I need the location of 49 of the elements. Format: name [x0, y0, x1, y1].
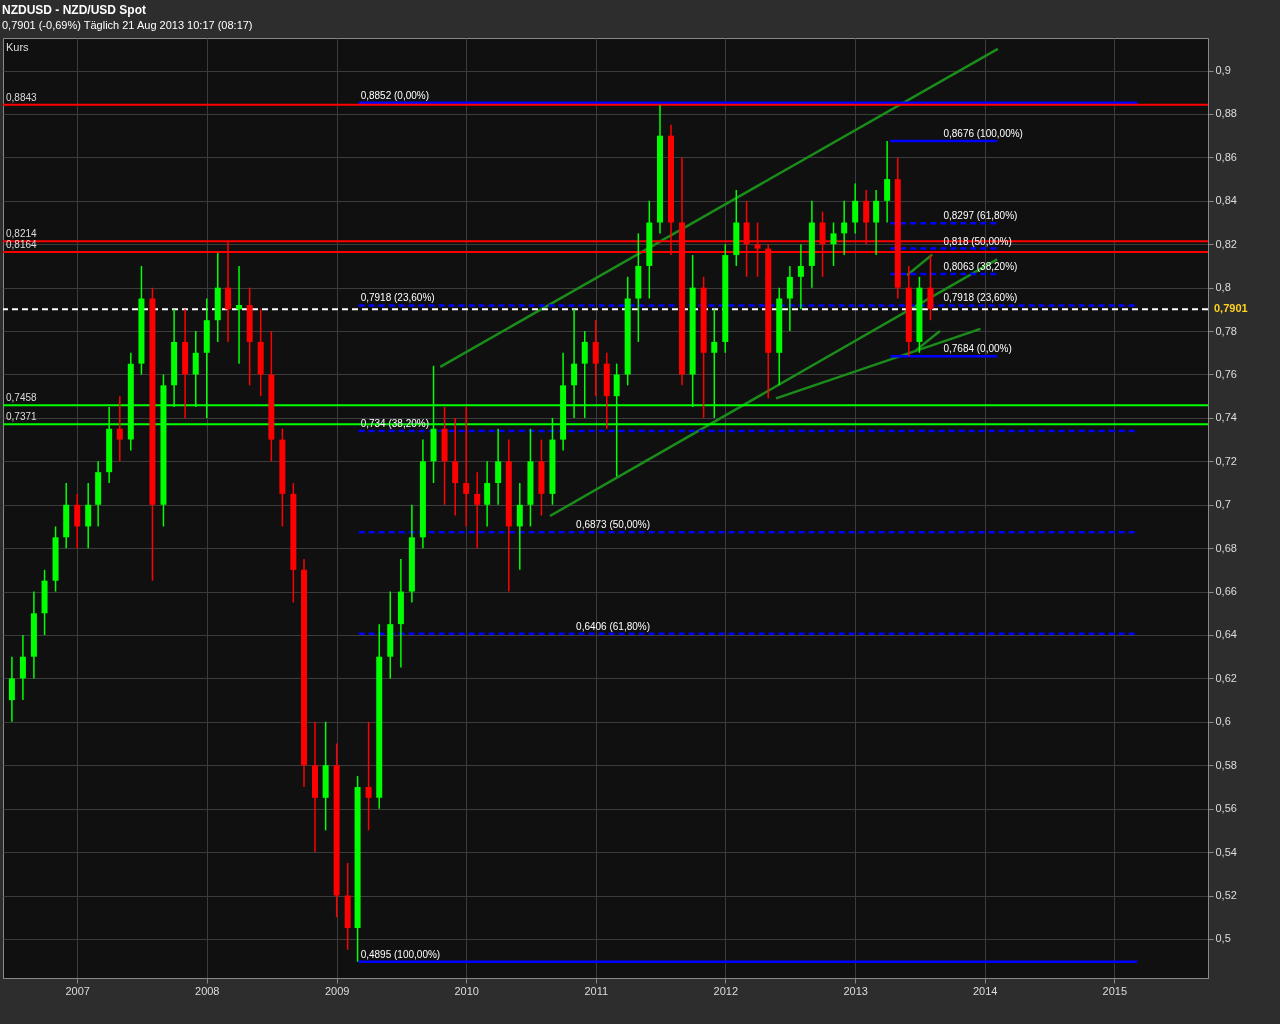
annotation: 0,7918 (23,60%) — [943, 292, 1018, 304]
y-tick-label: 0,62 — [1215, 671, 1237, 684]
y-tick-label: 0,52 — [1215, 889, 1237, 902]
chart-title: NZDUSD - NZD/USD Spot — [2, 3, 146, 17]
ref-line-label: 0,8843 — [6, 91, 38, 103]
annotation: 0,8063 (38,20%) — [943, 260, 1018, 272]
ref-line-label: 0,8214 — [6, 228, 38, 240]
x-tick-label: 2015 — [1102, 984, 1128, 997]
annotation: Kurs — [6, 41, 30, 53]
annotation: 0,7684 (0,00%) — [943, 343, 1012, 355]
y-tick-label: 0,9 — [1215, 64, 1231, 77]
y-tick-label: 0,66 — [1215, 585, 1237, 598]
annotation: 0,6873 (50,00%) — [576, 519, 651, 531]
y-tick-label: 0,68 — [1215, 541, 1237, 554]
x-tick-label: 2009 — [324, 984, 350, 997]
x-tick-label: 2008 — [195, 984, 220, 997]
y-tick-label: 0,74 — [1215, 411, 1237, 424]
y-tick-label: 0,64 — [1215, 628, 1237, 641]
y-tick-label: 0,54 — [1215, 845, 1237, 858]
ref-line-label: 0,8164 — [6, 239, 38, 251]
annotation: 0,8852 (0,00%) — [360, 89, 430, 101]
y-tick-label: 0,78 — [1215, 324, 1237, 337]
y-tick-label: 0,5 — [1215, 932, 1231, 945]
y-tick-label: 0,8 — [1215, 281, 1231, 294]
annotation: 0,8297 (61,80%) — [943, 210, 1018, 222]
x-tick-label: 2013 — [843, 984, 868, 997]
y-tick-label: 0,84 — [1215, 194, 1237, 207]
ref-line-label: 0,7901 — [1214, 302, 1248, 315]
x-tick-label: 2011 — [584, 984, 609, 997]
y-tick-label: 0,86 — [1215, 150, 1237, 163]
x-tick-label: 2007 — [65, 984, 90, 997]
y-tick-label: 0,72 — [1215, 454, 1237, 467]
annotation: 0,8676 (100,00%) — [943, 127, 1023, 139]
y-tick-label: 0,82 — [1215, 237, 1237, 250]
y-tick-label: 0,58 — [1215, 758, 1237, 771]
x-tick-label: 2014 — [972, 984, 998, 997]
y-tick-label: 0,7 — [1215, 498, 1231, 511]
annotation: 0,4895 (100,00%) — [360, 948, 441, 960]
chart-subtitle: 0,7901 (-0,69%) Täglich 21 Aug 2013 10:17 (08:17) — [2, 19, 253, 31]
x-tick-label: 2010 — [454, 984, 479, 997]
annotation: 0,6406 (61,80%) — [576, 620, 651, 632]
ref-line-label: 0,7371 — [6, 411, 38, 423]
y-tick-label: 0,6 — [1215, 715, 1231, 728]
ref-line-label: 0,7458 — [6, 392, 38, 404]
y-tick-label: 0,56 — [1215, 802, 1237, 815]
y-tick-label: 0,88 — [1215, 107, 1237, 120]
x-tick-label: 2012 — [713, 984, 739, 997]
annotation: 0,7918 (23,60%) — [360, 292, 435, 304]
y-tick-label: 0,76 — [1215, 367, 1237, 380]
